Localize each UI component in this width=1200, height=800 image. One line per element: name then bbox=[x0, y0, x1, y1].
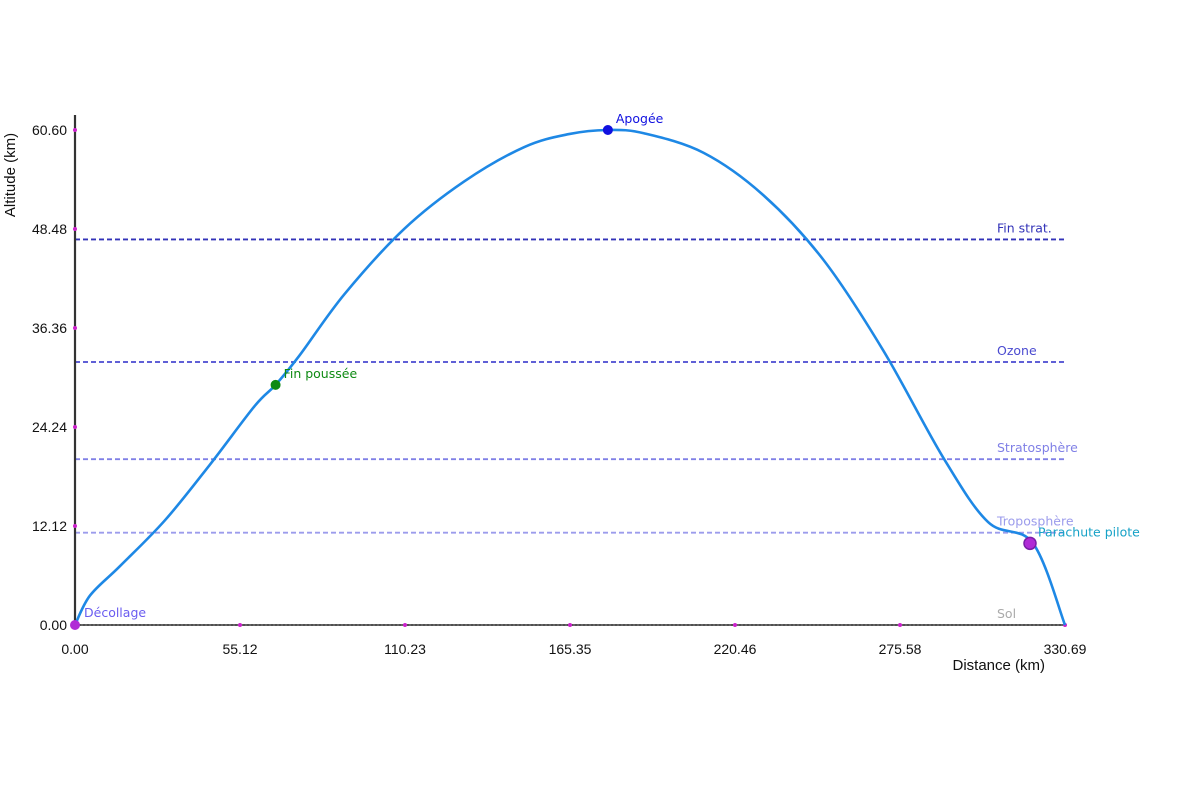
y-tick-label: 24.24 bbox=[32, 419, 67, 435]
y-tick-mark bbox=[73, 524, 77, 528]
event-marker-parachute-pilote bbox=[1023, 536, 1037, 551]
y-tick-mark bbox=[73, 128, 77, 132]
event-marker-apogee bbox=[602, 125, 613, 135]
x-tick-mark bbox=[733, 623, 737, 627]
x-tick-label: 275.58 bbox=[879, 641, 922, 657]
x-tick-mark bbox=[898, 623, 903, 627]
reference-label-sol: Sol bbox=[997, 606, 1016, 621]
event-label-decollage: Décollage bbox=[84, 605, 146, 620]
y-tick-mark bbox=[73, 326, 77, 330]
y-tick-label: 36.36 bbox=[32, 320, 67, 336]
y-tick-label: 12.12 bbox=[32, 518, 67, 534]
y-tick-mark bbox=[73, 425, 77, 429]
y-axis-title: Altitude (km) bbox=[2, 133, 19, 217]
x-tick-label: 220.46 bbox=[714, 641, 757, 657]
x-tick-label: 0.00 bbox=[61, 641, 88, 657]
reference-label-stratosphere: Stratosphère bbox=[997, 440, 1078, 455]
x-tick-label: 330.69 bbox=[1044, 641, 1087, 657]
event-marker-fin-poussee bbox=[270, 379, 281, 390]
reference-label-troposphere: Troposphère bbox=[996, 514, 1074, 529]
y-tick-label: 60.60 bbox=[32, 122, 67, 138]
axes bbox=[73, 115, 1065, 626]
x-tick-mark bbox=[568, 623, 573, 627]
x-tick-label: 110.23 bbox=[384, 641, 426, 657]
trajectory-line bbox=[73, 128, 1067, 626]
event-label-fin-poussee: Fin poussée bbox=[284, 366, 358, 381]
y-tick-label: 0.00 bbox=[40, 617, 67, 633]
reference-label-ozone: Ozone bbox=[997, 343, 1037, 358]
event-label-parachute-pilote: Parachute pilote bbox=[1038, 524, 1140, 539]
event-markers: Décollage Fin poussée Apogée Parachute pilo… bbox=[70, 111, 1140, 630]
event-marker-decollage bbox=[70, 620, 80, 630]
x-tick-label: 55.12 bbox=[222, 641, 257, 657]
y-tick-mark bbox=[73, 227, 77, 231]
x-tick-mark bbox=[238, 623, 243, 627]
x-tick-mark bbox=[403, 623, 407, 627]
ticks: 0.00 55.12 110.23 165.35 220.46 275.58 330.69 0… bbox=[32, 122, 1087, 657]
x-axis-title: Distance (km) bbox=[952, 657, 1045, 674]
x-tick-label: 165.35 bbox=[549, 641, 592, 657]
reference-label-fin-strat: Fin strat. bbox=[997, 220, 1052, 235]
y-tick-label: 48.48 bbox=[32, 221, 67, 237]
reference-lines: Sol Troposphère Stratosphère Ozone Fin strat… bbox=[75, 220, 1078, 626]
event-label-apogee: Apogée bbox=[616, 111, 664, 126]
